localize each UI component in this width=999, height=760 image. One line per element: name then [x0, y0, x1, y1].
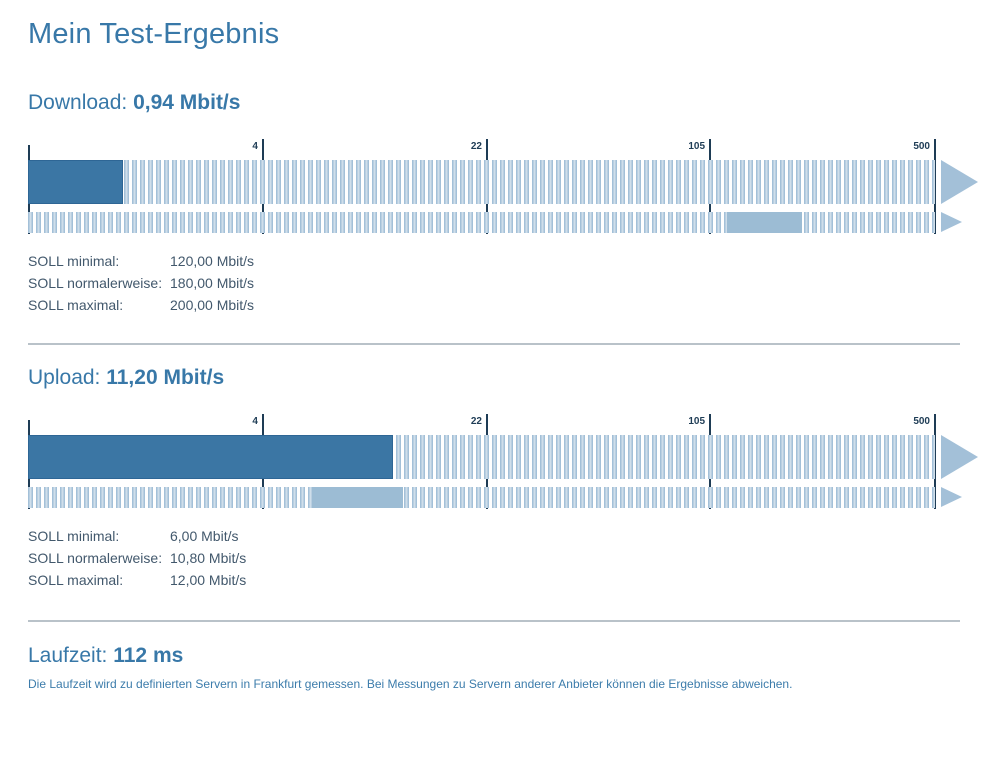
scale-tick-label: 22 [470, 141, 482, 152]
scale-tick-line [934, 139, 936, 234]
gauge-target-bar [28, 487, 935, 508]
soll-minimal-value: 120,00 Mbit/s [170, 253, 255, 269]
download-soll-table: SOLL minimal: 120,00 Mbit/s SOLL normale… [28, 250, 960, 316]
laufzeit-label: Laufzeit: [28, 644, 108, 667]
soll-maximal-value: 12,00 Mbit/s [170, 572, 247, 588]
soll-row: SOLL normalerweise: 10,80 Mbit/s [28, 547, 960, 569]
laufzeit-heading: Laufzeit: 112 ms [28, 644, 960, 668]
scale-tick-label: 500 [913, 141, 930, 152]
soll-normal-label: SOLL normalerweise: [28, 275, 163, 291]
soll-maximal-label: SOLL maximal: [28, 572, 124, 588]
laufzeit-value: 112 ms [113, 644, 184, 667]
soll-row: SOLL normalerweise: 180,00 Mbit/s [28, 272, 960, 294]
soll-maximal-value: 200,00 Mbit/s [170, 297, 255, 313]
arrow-right-icon [941, 160, 978, 204]
soll-minimal-label: SOLL minimal: [28, 253, 120, 269]
download-label: Download: [28, 91, 128, 114]
page-title: Mein Test-Ergebnis [28, 18, 280, 50]
scale-tick-label: 4 [252, 416, 258, 427]
soll-minimal-label: SOLL minimal: [28, 528, 120, 544]
soll-row: SOLL maximal: 200,00 Mbit/s [28, 294, 960, 316]
gauge-measured-fill [28, 160, 124, 204]
soll-normal-value: 180,00 Mbit/s [170, 275, 255, 291]
scale-tick-label: 105 [688, 416, 706, 427]
upload-heading: Upload: 11,20 Mbit/s [28, 366, 960, 390]
scale-tick-label: 4 [252, 141, 258, 152]
scale-tick-label: 22 [470, 416, 482, 427]
scale-tick-label: 105 [688, 141, 706, 152]
gauge-target-bar [28, 212, 935, 233]
upload-gauge-chart: 4 22 105 500 [28, 414, 978, 509]
section-divider [28, 343, 960, 345]
upload-soll-table: SOLL minimal: 6,00 Mbit/s SOLL normalerw… [28, 525, 960, 591]
scale-tick-label: 500 [913, 416, 930, 427]
test-result-page: Mein Test-Ergebnis Download: 0,94 Mbit/s… [28, 18, 978, 691]
gauge-target-range [311, 487, 403, 508]
gauge-main-bar [28, 435, 935, 479]
soll-row: SOLL maximal: 12,00 Mbit/s [28, 569, 960, 591]
download-value: 0,94 Mbit/s [133, 91, 241, 114]
arrow-right-small-icon [941, 487, 962, 507]
download-gauge-chart: 4 22 105 500 [28, 139, 978, 234]
upload-label: Upload: [28, 366, 101, 389]
soll-maximal-label: SOLL maximal: [28, 297, 124, 313]
gauge-main-bar [28, 160, 935, 204]
gauge-measured-fill [28, 435, 393, 479]
soll-row: SOLL minimal: 6,00 Mbit/s [28, 525, 960, 547]
upload-value: 11,20 Mbit/s [106, 366, 225, 389]
soll-normal-value: 10,80 Mbit/s [170, 550, 247, 566]
scale-tick-line [934, 414, 936, 509]
soll-minimal-value: 6,00 Mbit/s [170, 528, 239, 544]
soll-normal-label: SOLL normalerweise: [28, 550, 163, 566]
download-heading: Download: 0,94 Mbit/s [28, 91, 960, 115]
arrow-right-small-icon [941, 212, 962, 232]
arrow-right-icon [941, 435, 978, 479]
gauge-target-range [727, 212, 802, 233]
soll-row: SOLL minimal: 120,00 Mbit/s [28, 250, 960, 272]
section-divider [28, 620, 960, 622]
laufzeit-note: Die Laufzeit wird zu definierten Servern… [28, 677, 793, 691]
